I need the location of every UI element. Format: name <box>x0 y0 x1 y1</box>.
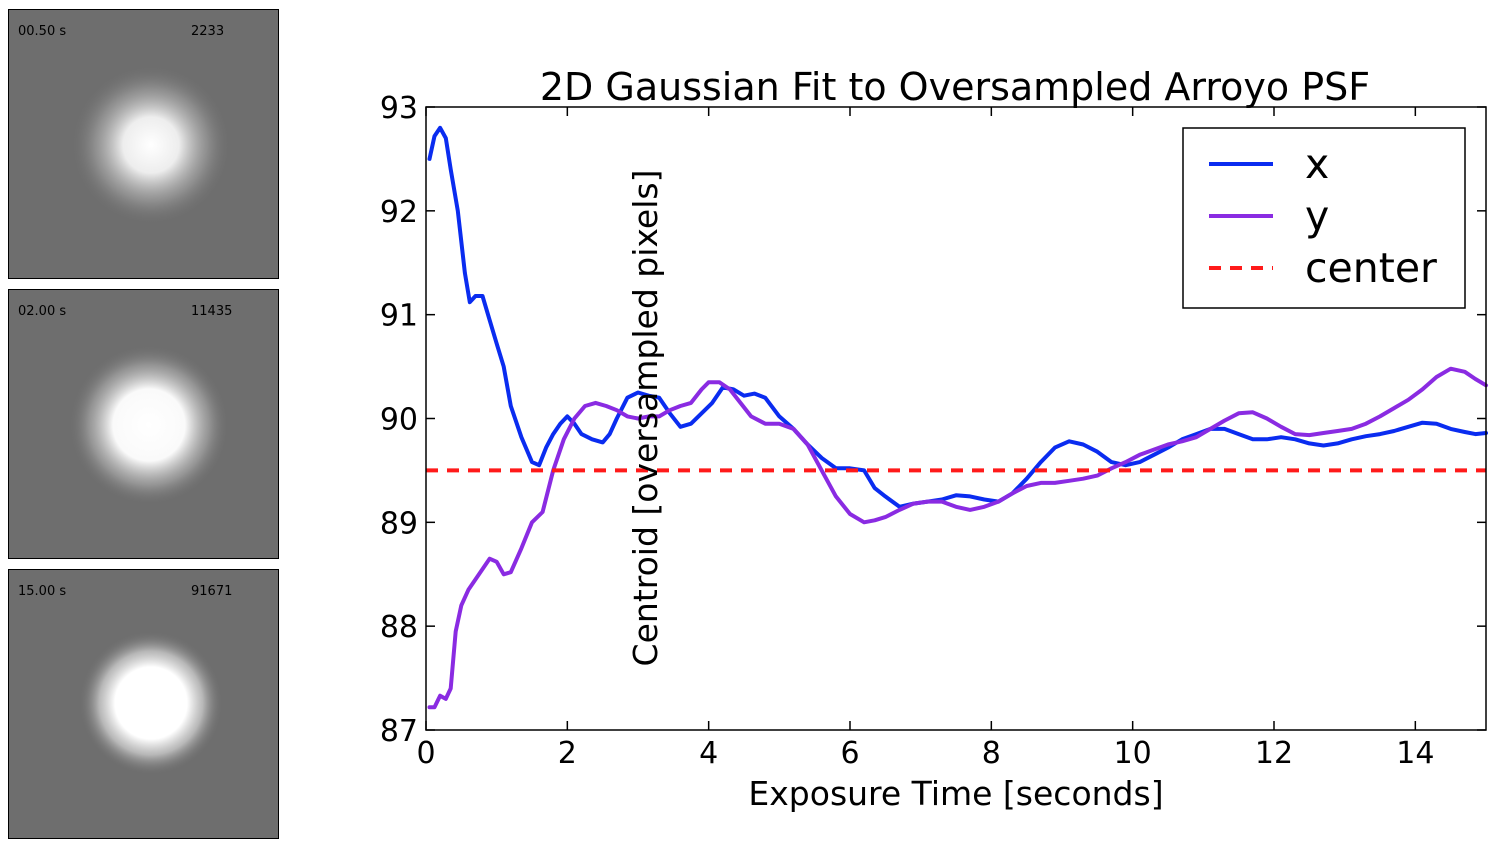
x-tick-label: 8 <box>982 736 1001 771</box>
y-tick-label: 92 <box>380 195 418 230</box>
x-tick-label: 12 <box>1255 736 1293 771</box>
x-tick-label: 14 <box>1396 736 1434 771</box>
centroid-line-chart: 2D Gaussian Fit to Oversampled Arroyo PS… <box>380 65 1488 813</box>
legend-label-y: y <box>1305 192 1329 240</box>
psf-time-label: 15.00 s <box>18 584 67 599</box>
psf-panel-3: 15.00 s 91671 <box>8 569 279 839</box>
psf-count-label: 11435 <box>191 304 233 319</box>
y-axis-title: Centroid [oversampled pixels] <box>626 170 665 667</box>
chart-title: 2D Gaussian Fit to Oversampled Arroyo PS… <box>540 65 1370 109</box>
psf-count-label: 91671 <box>191 584 233 599</box>
x-tick-label: 0 <box>416 736 435 771</box>
x-tick-label: 2 <box>558 736 577 771</box>
x-tick-label: 4 <box>699 736 718 771</box>
psf-image-1 <box>71 65 231 225</box>
x-axis-title: Exposure Time [seconds] <box>748 774 1163 813</box>
psf-image-3 <box>79 631 223 775</box>
psf-time-label: 00.50 s <box>18 24 67 39</box>
psf-count-label: 2233 <box>191 24 225 39</box>
y-tick-label: 88 <box>380 610 418 645</box>
x-tick-label: 6 <box>840 736 859 771</box>
x-tick-label: 10 <box>1114 736 1152 771</box>
y-tick-label: 89 <box>380 506 418 541</box>
series-line-x <box>427 125 1488 509</box>
psf-panel-1: 00.50 s 2233 <box>8 9 279 279</box>
psf-time-label: 02.00 s <box>18 304 67 319</box>
series-line-y <box>427 366 1488 710</box>
legend-label-x: x <box>1305 140 1329 188</box>
psf-image-2 <box>69 345 229 505</box>
y-tick-label: 90 <box>380 403 418 438</box>
psf-panel-2: 02.00 s 11435 <box>8 289 279 559</box>
legend-label-center: center <box>1305 244 1437 292</box>
y-tick-label: 93 <box>380 91 418 126</box>
y-tick-label: 91 <box>380 299 418 334</box>
y-tick-label: 87 <box>380 714 418 749</box>
